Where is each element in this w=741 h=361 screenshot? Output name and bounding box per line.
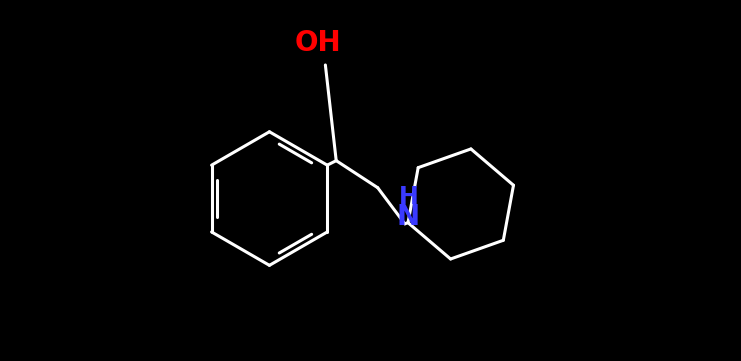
Text: N: N	[397, 203, 420, 231]
Text: H: H	[399, 185, 418, 209]
Text: OH: OH	[295, 29, 342, 57]
